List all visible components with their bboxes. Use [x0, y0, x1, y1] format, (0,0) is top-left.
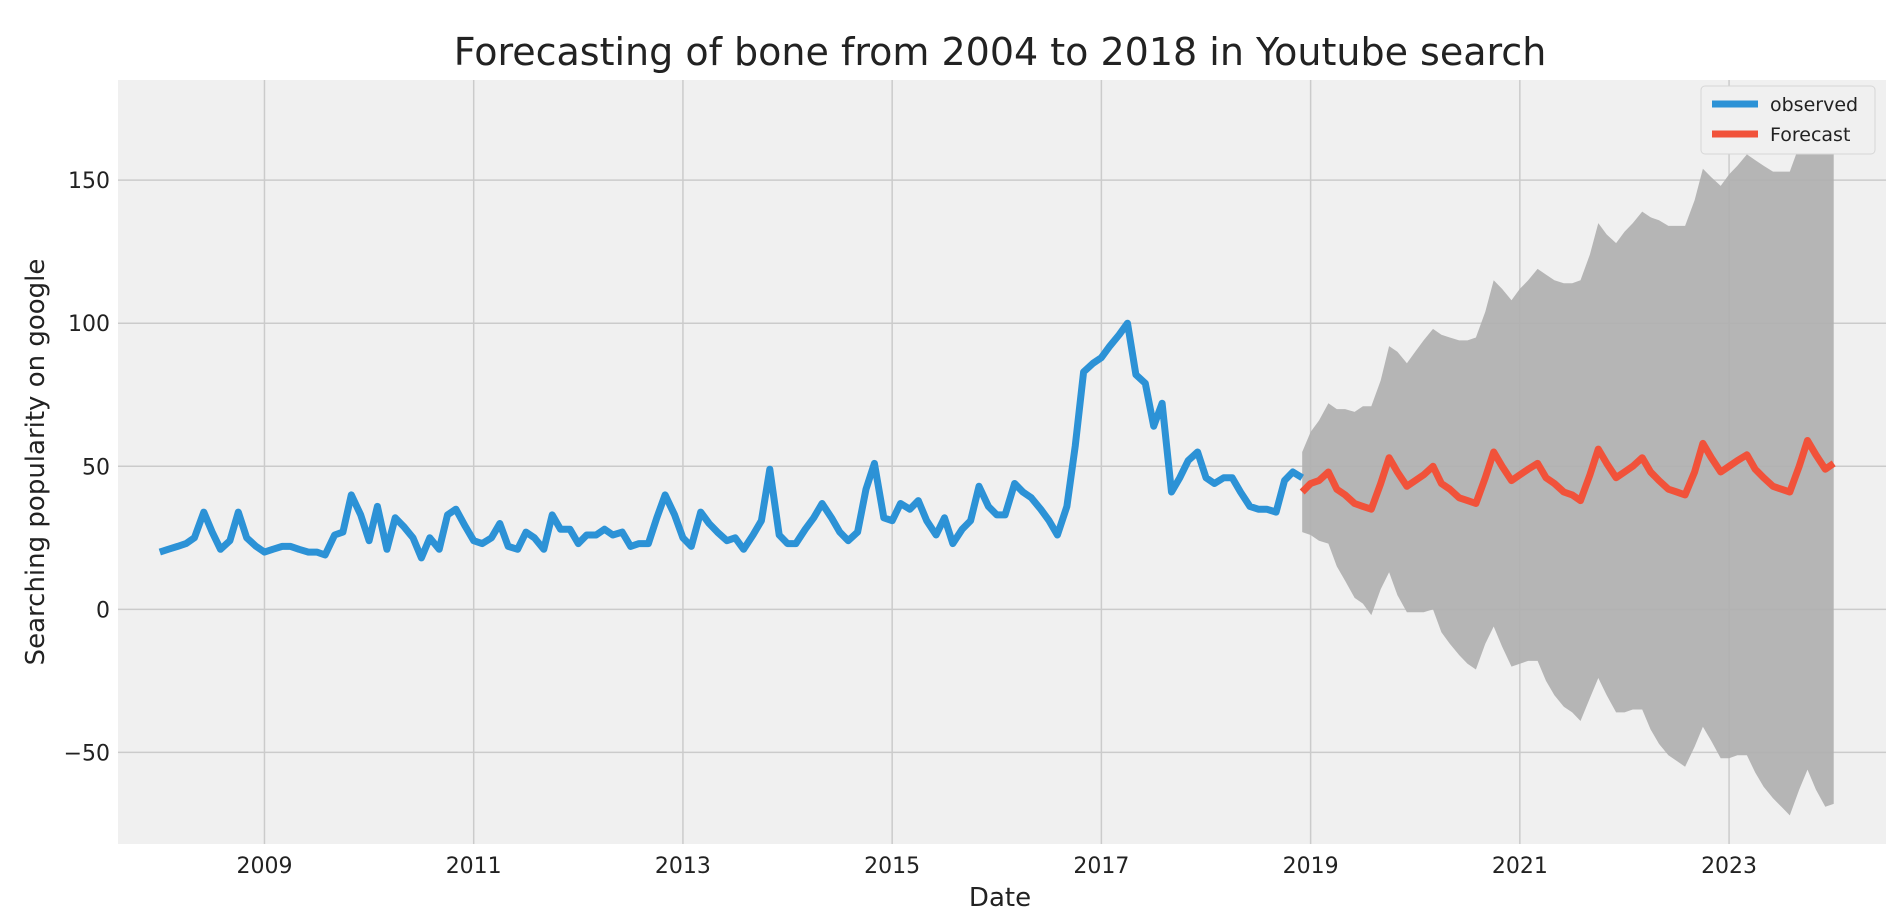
- y-tick-label: 50: [82, 455, 110, 480]
- x-tick-label: 2013: [655, 854, 711, 879]
- confidence-band-layer: [1302, 111, 1834, 816]
- y-tick-label: −50: [64, 741, 110, 766]
- legend: observed Forecast: [1700, 85, 1876, 155]
- series-line-forecast: [1299, 437, 1836, 513]
- x-tick-label: 2021: [1492, 854, 1548, 879]
- tick-label-layer: 150 100 50 0 −50 2009 2011 2013 2015 2017 2019 2021…: [64, 169, 1758, 879]
- confidence-band: [1302, 111, 1834, 816]
- y-tick-label: 100: [68, 312, 110, 337]
- series-layer: [158, 319, 1836, 562]
- y-tick-label: 150: [68, 169, 110, 194]
- chart-title: Forecasting of bone from 2004 to 2018 in…: [454, 30, 1547, 74]
- x-tick-label: 2009: [236, 854, 292, 879]
- x-tick-label: 2023: [1701, 854, 1757, 879]
- legend-label-forecast: Forecast: [1770, 124, 1850, 146]
- x-tick-label: 2019: [1283, 854, 1339, 879]
- legend-label-observed: observed: [1770, 94, 1858, 116]
- x-axis-label: Date: [969, 883, 1031, 913]
- series-line-observed: [158, 319, 1305, 562]
- x-tick-label: 2015: [864, 854, 920, 879]
- y-axis-label: Searching popularity on google: [21, 259, 51, 666]
- x-tick-label: 2011: [446, 854, 502, 879]
- y-tick-label: 0: [96, 598, 110, 623]
- x-tick-label: 2017: [1073, 854, 1129, 879]
